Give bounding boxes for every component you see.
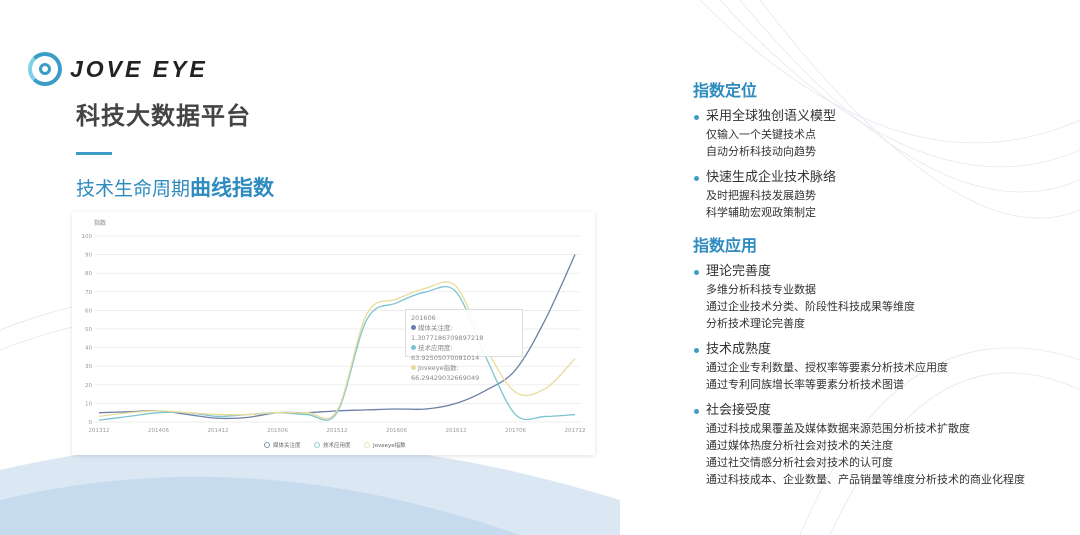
- bullet-title: 快速生成企业技术脉络: [693, 169, 1073, 187]
- section-heading: 指数定位: [693, 81, 758, 100]
- x-tick-label: 201712: [565, 428, 586, 434]
- bullet-line: 通过媒体热度分析社会对技术的关注度: [706, 439, 893, 452]
- y-tick-label: 90: [85, 253, 92, 259]
- eye-logo-icon: [28, 52, 62, 86]
- series-dot-icon: [411, 345, 416, 350]
- legend-label: 技术应用度: [323, 441, 351, 449]
- x-tick-label: 201606: [386, 428, 407, 434]
- tooltip-label: Joveeye指数: 66.29429032669049: [411, 364, 480, 382]
- tooltip-label: 媒体关注度: 1.3077186709897218: [411, 324, 484, 342]
- chart-tooltip: 201606 媒体关注度: 1.3077186709897218 技术应用度: 6…: [405, 309, 523, 382]
- y-tick-label: 10: [85, 401, 92, 407]
- y-axis-label: 指数: [94, 219, 106, 227]
- y-tick-label: 70: [85, 290, 92, 296]
- y-tick-label: 100: [82, 234, 93, 240]
- y-tick-label: 60: [85, 308, 92, 314]
- legend-marker-icon: [364, 442, 370, 448]
- bullet-line: 通过企业技术分类、阶段性科技成果等维度: [706, 300, 915, 313]
- y-tick-label: 30: [85, 364, 92, 370]
- legend-label: Joveeye指数: [372, 441, 406, 449]
- tooltip-row: 技术应用度: 63.92505070081014: [411, 343, 517, 363]
- bullet-title: 理论完善度: [693, 263, 1073, 281]
- bullet-title: 社会接受度: [693, 402, 1073, 420]
- subtitle-bold: 曲线指数: [190, 176, 275, 200]
- bullet-line: 通过专利同族增长率等要素分析技术图谱: [706, 378, 904, 391]
- logo-text: JOVE EYE: [70, 55, 208, 82]
- x-tick-label: 201312: [89, 428, 110, 434]
- x-tick-label: 201406: [148, 428, 169, 434]
- x-tick-label: 201412: [208, 428, 229, 434]
- bullet-line: 自动分析科技动向趋势: [706, 145, 816, 158]
- legend-marker-icon: [314, 442, 320, 448]
- y-tick-label: 40: [85, 346, 92, 352]
- y-tick-label: 50: [85, 327, 92, 333]
- page-title: 科技大数据平台: [76, 102, 251, 130]
- tooltip-title: 201606: [411, 314, 436, 322]
- tooltip-row: Joveeye指数: 66.29429032669049: [411, 363, 517, 383]
- x-tick-label: 201706: [505, 428, 526, 434]
- title-divider: [76, 152, 112, 155]
- bullet-line: 通过企业专利数量、授权率等要素分析技术应用度: [706, 361, 948, 374]
- bullet-line: 及时把握科技发展趋势: [706, 189, 816, 202]
- bullet-line: 多维分析科技专业数据: [706, 283, 816, 296]
- bullet-line: 通过社交情感分析社会对技术的认可度: [706, 456, 893, 469]
- y-tick-label: 0: [89, 420, 93, 426]
- y-tick-label: 20: [85, 383, 92, 389]
- logo: JOVE EYE: [28, 52, 208, 86]
- x-tick-label: 201506: [267, 428, 288, 434]
- series-line: [98, 281, 576, 420]
- section-heading: 指数应用: [693, 236, 758, 255]
- bullet-line: 仅输入一个关键技术点: [706, 128, 816, 141]
- series-dot-icon: [411, 365, 416, 370]
- x-tick-label: 201512: [327, 428, 348, 434]
- bullet-line: 通过科技成果覆盖及媒体数据来源范围分析技术扩散度: [706, 422, 970, 435]
- bullet-title: 采用全球独创语义模型: [693, 108, 1073, 126]
- tooltip-label: 技术应用度: 63.92505070081014: [411, 344, 480, 362]
- chart-card: 指数 0 10 20 30 40 50 60 70 80 90 100 201312 201406 2014…: [72, 212, 595, 455]
- tooltip-row: 媒体关注度: 1.3077186709897218: [411, 323, 517, 343]
- right-panel: 指数定位采用全球独创语义模型仅输入一个关键技术点 自动分析科技动向趋势快速生成企业…: [693, 78, 1073, 488]
- bullet-title: 技术成熟度: [693, 341, 1073, 359]
- series-dot-icon: [411, 325, 416, 330]
- page-subtitle: 技术生命周期曲线指数: [76, 172, 274, 202]
- legend-marker-icon: [264, 442, 270, 448]
- x-tick-label: 201612: [446, 428, 467, 434]
- subtitle-normal: 技术生命周期: [76, 178, 191, 200]
- legend-label: 媒体关注度: [273, 441, 301, 449]
- y-tick-label: 80: [85, 271, 92, 277]
- bullet-line: 科学辅助宏观政策制定: [706, 206, 816, 219]
- bullet-line: 通过科技成本、企业数量、产品销量等维度分析技术的商业化程度: [706, 473, 1025, 486]
- bullet-line: 分析技术理论完善度: [706, 317, 805, 330]
